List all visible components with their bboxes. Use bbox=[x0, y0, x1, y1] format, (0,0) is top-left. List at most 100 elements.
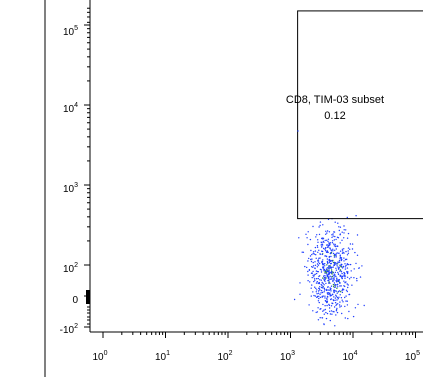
event-point bbox=[315, 236, 317, 238]
event-point bbox=[323, 309, 325, 311]
event-point bbox=[307, 274, 309, 276]
event-point bbox=[334, 299, 336, 301]
event-point bbox=[340, 305, 342, 307]
event-point bbox=[329, 260, 332, 262]
gate-rectangle[interactable] bbox=[297, 10, 423, 220]
event-point bbox=[317, 277, 319, 280]
x-tick-label: 103 bbox=[280, 350, 295, 363]
event-point bbox=[350, 276, 352, 279]
event-point bbox=[328, 265, 330, 267]
event-point bbox=[322, 247, 325, 250]
event-point bbox=[333, 263, 335, 265]
event-point bbox=[335, 245, 337, 248]
event-point bbox=[327, 289, 329, 291]
event-point bbox=[320, 241, 322, 243]
event-point bbox=[343, 280, 345, 282]
x-tick-label: 101 bbox=[155, 350, 170, 363]
event-point bbox=[347, 271, 349, 273]
event-point bbox=[343, 285, 345, 287]
event-point bbox=[311, 266, 313, 268]
event-point bbox=[327, 269, 329, 271]
event-point bbox=[332, 252, 335, 255]
event-point bbox=[336, 292, 338, 294]
event-point bbox=[332, 302, 334, 305]
event-point bbox=[333, 296, 335, 298]
event-point bbox=[339, 226, 342, 228]
event-point bbox=[356, 280, 358, 282]
event-point bbox=[316, 296, 318, 299]
event-point bbox=[340, 297, 343, 299]
event-point bbox=[335, 248, 337, 250]
event-point bbox=[315, 278, 318, 280]
event-point bbox=[321, 281, 323, 284]
event-point bbox=[326, 250, 329, 252]
event-point bbox=[326, 264, 328, 266]
event-point bbox=[346, 300, 348, 302]
event-point bbox=[312, 261, 314, 264]
event-point bbox=[336, 245, 339, 248]
event-point bbox=[313, 274, 315, 276]
y-axis-tick-labels: 105 104 103 102 0 -102 bbox=[60, 25, 79, 336]
event-point bbox=[333, 255, 335, 257]
event-point bbox=[312, 225, 314, 228]
event-point bbox=[330, 255, 332, 258]
event-point bbox=[310, 258, 312, 261]
event-point bbox=[335, 256, 337, 258]
event-point bbox=[328, 255, 331, 258]
event-point bbox=[313, 294, 315, 297]
event-point bbox=[347, 317, 349, 320]
event-point bbox=[335, 310, 338, 312]
event-point bbox=[318, 301, 320, 304]
event-point bbox=[346, 258, 348, 260]
event-point bbox=[325, 275, 327, 277]
event-point bbox=[316, 234, 318, 236]
event-point bbox=[335, 238, 337, 241]
event-point bbox=[361, 265, 363, 267]
event-point bbox=[335, 267, 337, 269]
event-point bbox=[333, 286, 335, 288]
event-point bbox=[312, 265, 315, 267]
event-point bbox=[338, 226, 340, 228]
event-point bbox=[348, 263, 350, 266]
event-point bbox=[335, 290, 337, 292]
event-point bbox=[323, 289, 326, 291]
event-point bbox=[328, 303, 330, 306]
event-point bbox=[326, 239, 328, 241]
gate-percentage-label: 0.12 bbox=[324, 110, 345, 122]
event-point bbox=[330, 252, 333, 254]
event-point bbox=[308, 269, 311, 271]
event-point bbox=[330, 310, 333, 312]
event-point bbox=[331, 266, 333, 269]
gate-name-label: CD8, TIM-03 subset bbox=[286, 94, 384, 106]
event-point bbox=[329, 310, 331, 312]
event-point bbox=[331, 313, 333, 315]
event-point bbox=[345, 300, 347, 302]
event-point bbox=[332, 248, 334, 250]
x-axis-tick-labels: 100 101 102 103 104 105 bbox=[92, 350, 420, 363]
event-point bbox=[318, 249, 320, 251]
event-point bbox=[329, 247, 331, 249]
event-point bbox=[326, 230, 329, 232]
event-point bbox=[336, 252, 338, 254]
event-point bbox=[319, 279, 321, 281]
event-point bbox=[314, 267, 316, 270]
event-point bbox=[343, 237, 345, 239]
event-point bbox=[317, 307, 319, 309]
event-point bbox=[318, 288, 321, 290]
event-point bbox=[312, 251, 315, 253]
event-point bbox=[324, 280, 326, 282]
event-point bbox=[333, 290, 335, 292]
event-point bbox=[336, 296, 339, 299]
event-point bbox=[348, 293, 350, 296]
event-point bbox=[343, 260, 345, 262]
event-point bbox=[329, 282, 331, 284]
event-point bbox=[315, 270, 318, 272]
event-point bbox=[327, 293, 329, 295]
event-point bbox=[314, 250, 317, 252]
event-point bbox=[310, 249, 312, 252]
event-point bbox=[335, 275, 337, 278]
event-point bbox=[317, 319, 320, 321]
event-point bbox=[308, 304, 310, 306]
event-point bbox=[330, 298, 333, 300]
event-point bbox=[334, 286, 336, 289]
